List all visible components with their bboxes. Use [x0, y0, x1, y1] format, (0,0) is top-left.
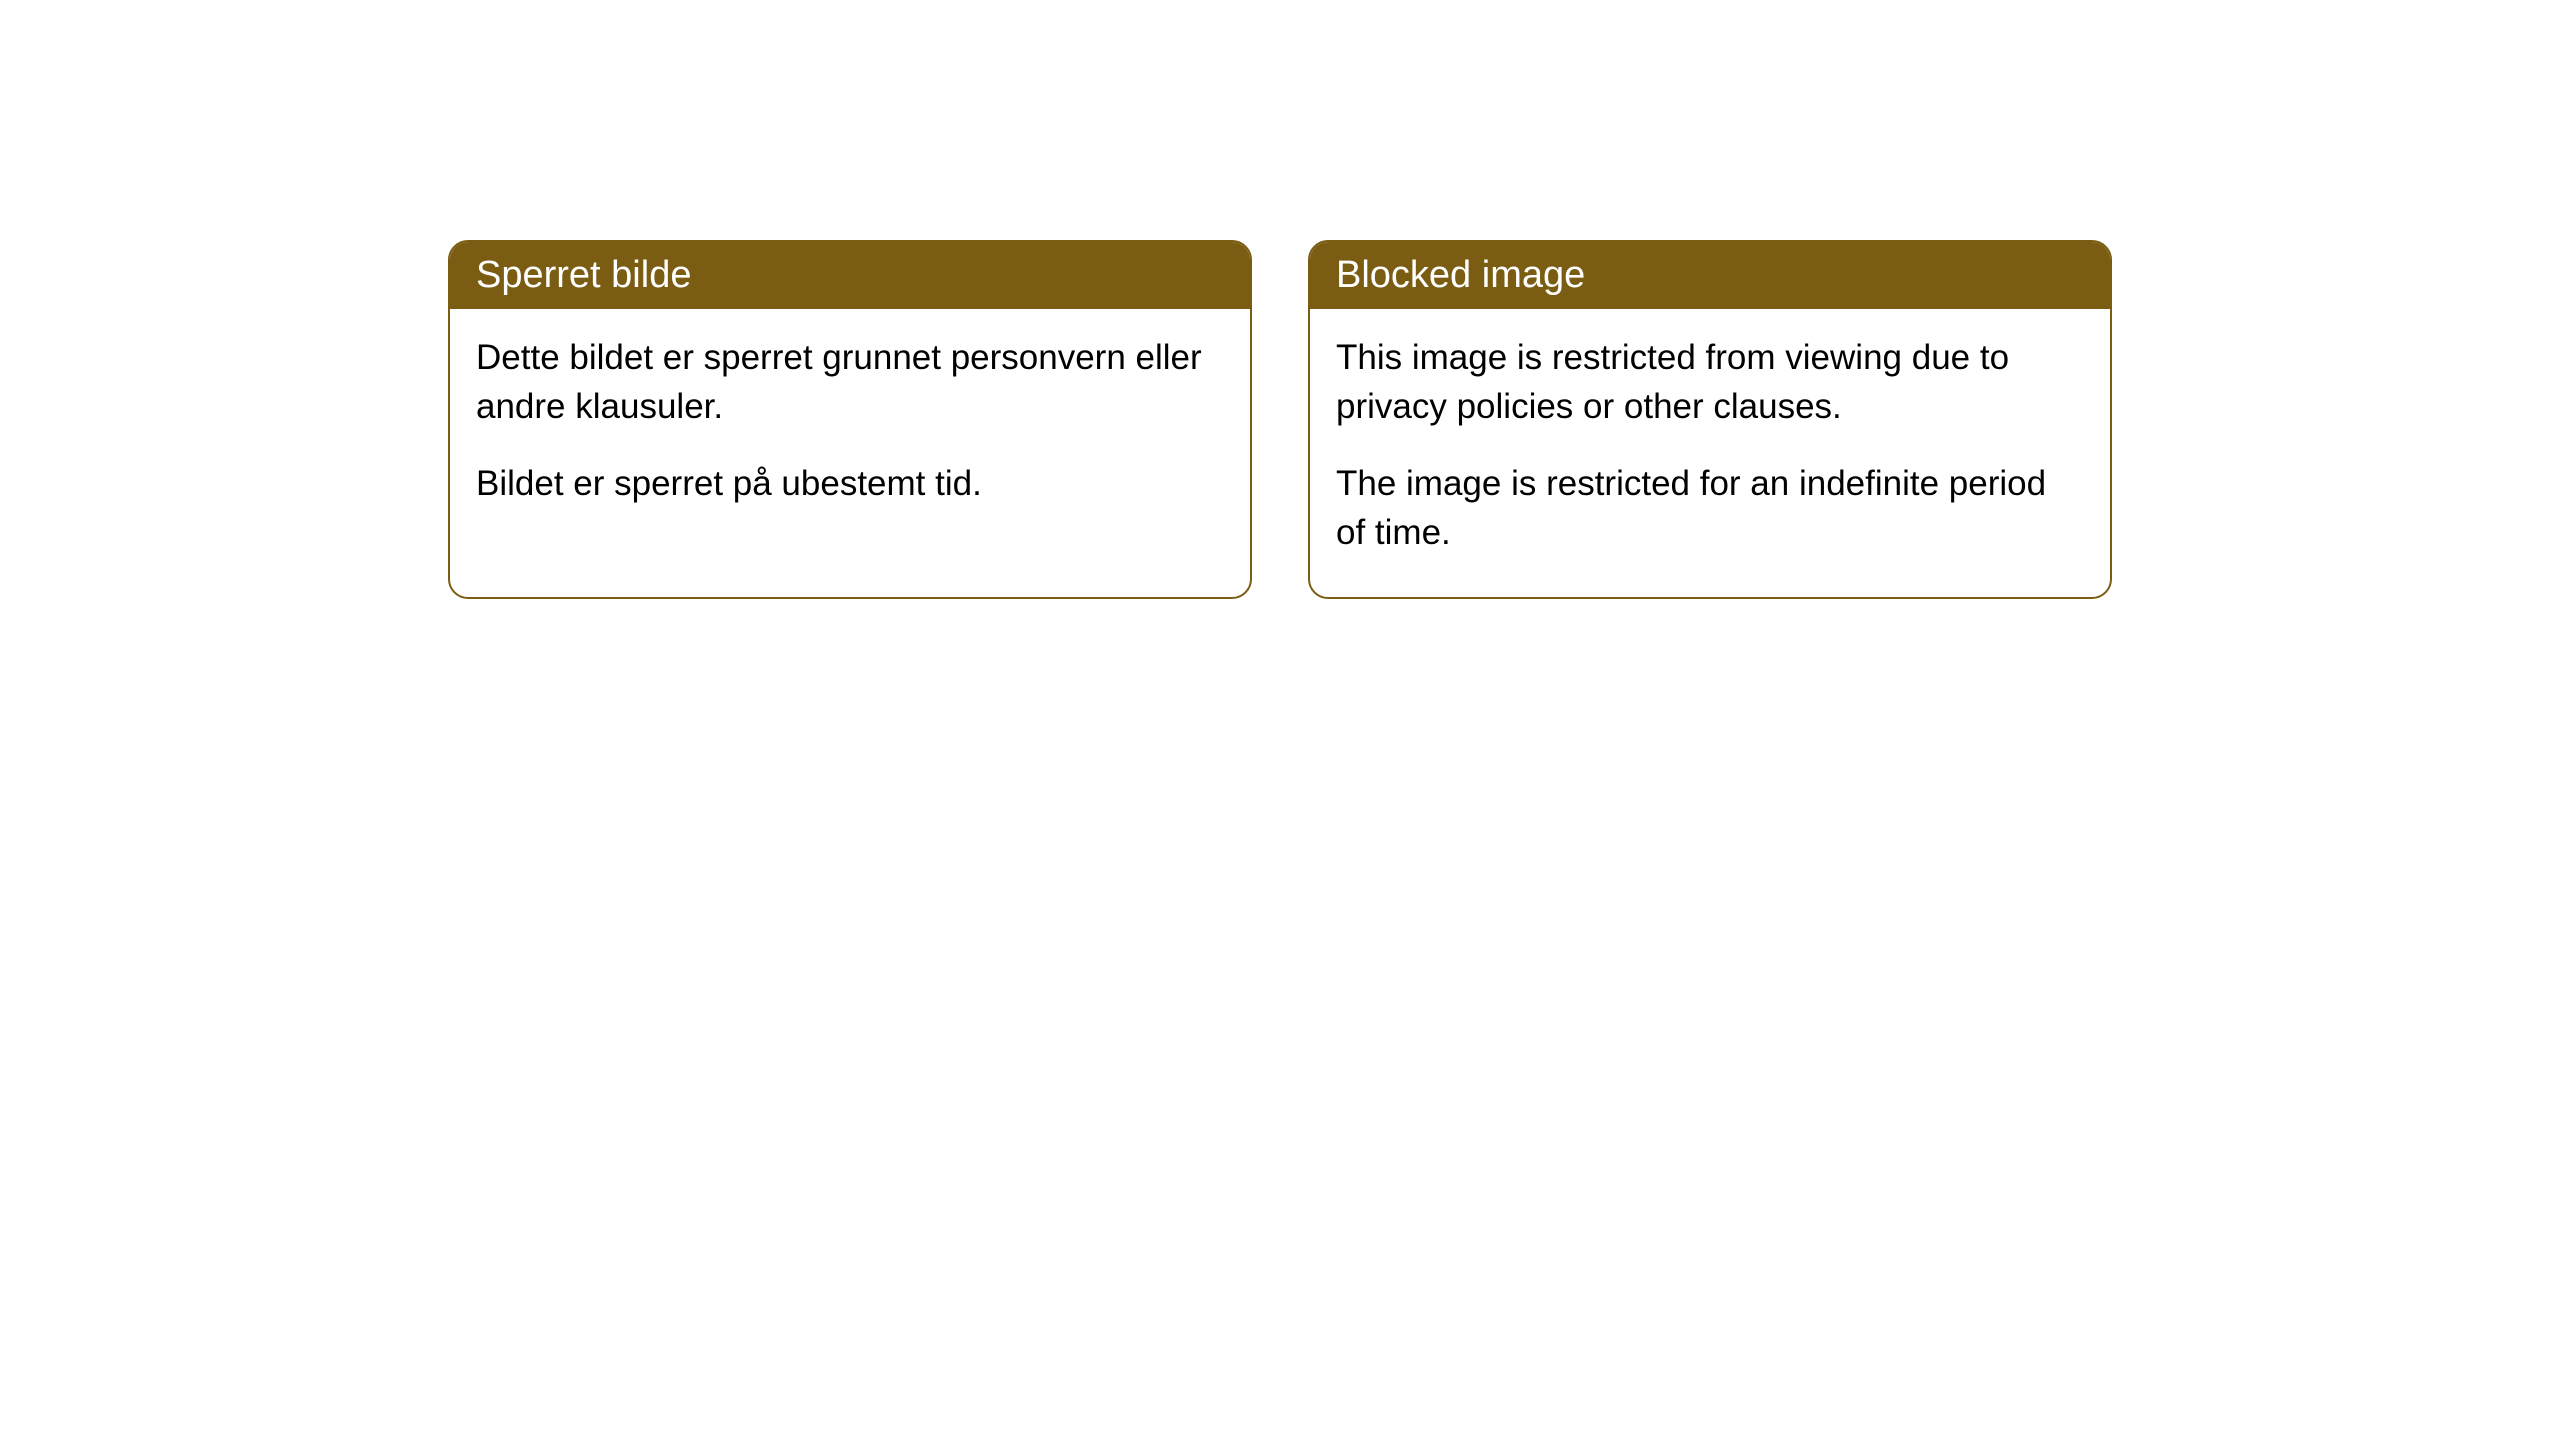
card-body: This image is restricted from viewing du… — [1310, 309, 2110, 597]
card-paragraph-2: Bildet er sperret på ubestemt tid. — [476, 459, 1224, 508]
cards-container: Sperret bilde Dette bildet er sperret gr… — [0, 0, 2560, 599]
card-header: Sperret bilde — [450, 242, 1250, 309]
card-norwegian: Sperret bilde Dette bildet er sperret gr… — [448, 240, 1252, 599]
card-paragraph-1: This image is restricted from viewing du… — [1336, 333, 2084, 431]
card-english: Blocked image This image is restricted f… — [1308, 240, 2112, 599]
card-title: Sperret bilde — [476, 254, 691, 296]
card-paragraph-2: The image is restricted for an indefinit… — [1336, 459, 2084, 557]
card-paragraph-1: Dette bildet er sperret grunnet personve… — [476, 333, 1224, 431]
card-header: Blocked image — [1310, 242, 2110, 309]
card-title: Blocked image — [1336, 254, 1585, 296]
card-body: Dette bildet er sperret grunnet personve… — [450, 309, 1250, 548]
